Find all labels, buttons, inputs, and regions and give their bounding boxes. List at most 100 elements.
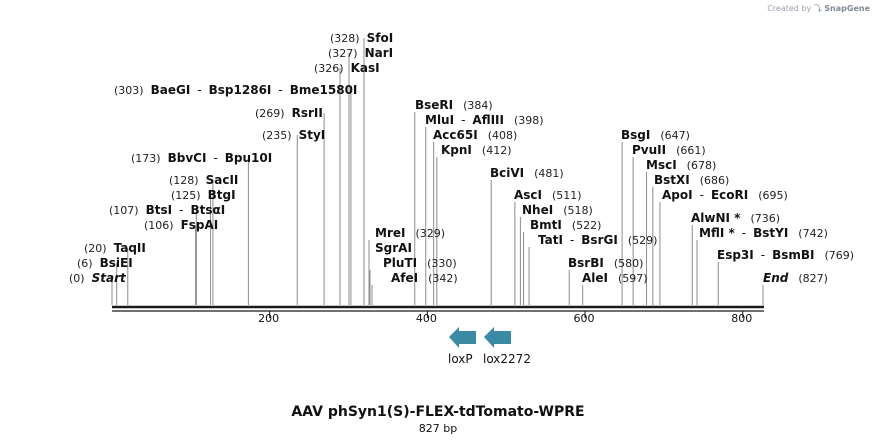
- site-label-afei: AfeI (342): [391, 271, 458, 285]
- site-rsrii-part-0: (269): [255, 107, 285, 120]
- features: loxP lox2272: [448, 327, 531, 366]
- site-label-styi: (235) StyI: [262, 128, 325, 142]
- site-label-bbvci: (173) BbvCI - Bpu10I: [131, 151, 272, 165]
- site-mlui-part-3: (398): [514, 114, 544, 127]
- site-acc65i-part-1: (408): [488, 129, 518, 142]
- site-label-sfoi: (328) SfoI: [330, 31, 393, 45]
- site-styi-part-0: (235): [262, 129, 292, 142]
- site-afei-part-1: (342): [428, 272, 458, 285]
- site-end-part-0: End: [763, 271, 789, 285]
- site-fspai-part-0: (106): [144, 219, 174, 232]
- site-fspai-part-1: FspAI: [181, 218, 219, 232]
- site-baegi-part-0: (303): [114, 84, 144, 97]
- site-tati-part-2: BsrGI: [581, 233, 618, 247]
- site-msci-part-1: (678): [687, 159, 717, 172]
- site-apoi-part-2: EcoRI: [711, 188, 748, 202]
- site-bcivi-part-1: (481): [534, 167, 564, 180]
- site-apoi-part-1: -: [700, 188, 704, 202]
- site-mrei-part-0: MreI: [375, 226, 405, 240]
- site-btgi-part-0: (125): [171, 189, 201, 202]
- site-kasi-part-0: (326): [314, 62, 344, 75]
- site-mlui-part-1: -: [461, 113, 465, 127]
- site-label-apoi: ApoI - EcoRI (695): [662, 188, 788, 202]
- site-alei-part-0: AleI: [582, 271, 608, 285]
- site-baegi-part-1: BaeGI: [151, 83, 191, 97]
- site-label-tati: TatI - BsrGI (529): [538, 233, 657, 247]
- site-label-mrei: MreI (329): [375, 226, 445, 240]
- site-mlui-part-2: AflIII: [472, 113, 504, 127]
- feature-arrow-loxp[interactable]: [449, 327, 476, 348]
- tick-label-200: 200: [258, 312, 279, 325]
- site-bbvci-part-0: (173): [131, 152, 161, 165]
- site-mlui-part-0: MluI: [425, 113, 454, 127]
- site-label-kpni: KpnI (412): [441, 143, 512, 157]
- site-pluti-part-1: (330): [427, 257, 457, 270]
- site-nhei-part-0: NheI: [522, 203, 553, 217]
- site-label-pluti: PluTI (330): [383, 256, 457, 270]
- site-mfli-part-1: -: [742, 226, 746, 240]
- site-esp3i-part-2: BsmBI: [772, 248, 814, 262]
- site-start-part-1: Start: [92, 271, 127, 285]
- site-esp3i-part-0: Esp3I: [717, 248, 754, 262]
- site-label-sgrai: SgrAI: [375, 241, 412, 255]
- site-baegi-part-4: -: [278, 83, 282, 97]
- site-end-part-1: (827): [798, 272, 828, 285]
- site-start-part-0: (0): [69, 272, 85, 285]
- site-bmti-part-0: BmtI: [530, 218, 562, 232]
- site-mfli-part-2: BstYI: [753, 226, 788, 240]
- site-sgrai-part-0: SgrAI: [375, 241, 412, 255]
- site-asci-part-0: AscI: [514, 188, 542, 202]
- site-tati-part-1: -: [570, 233, 574, 247]
- site-mrei-part-1: (329): [415, 227, 445, 240]
- site-label-end: End (827): [763, 271, 828, 285]
- site-sfoi-part-1: SfoI: [367, 31, 394, 45]
- site-label-bseri: BseRI (384): [415, 98, 493, 112]
- site-bsrbi-part-0: BsrBI: [568, 256, 604, 270]
- site-label-bsrbi: BsrBI (580): [568, 256, 643, 270]
- credit-brand: SnapGene: [824, 4, 870, 13]
- site-tati-part-0: TatI: [538, 233, 563, 247]
- site-bsiei-part-1: BsiEI: [100, 256, 133, 270]
- site-mfli-part-0: MflI *: [699, 226, 735, 240]
- map-length: 827 bp: [418, 422, 458, 435]
- tick-label-800: 800: [731, 312, 752, 325]
- site-label-btgi: (125) BtgI: [171, 188, 236, 202]
- site-label-bcivi: BciVI (481): [490, 166, 564, 180]
- site-sacii-part-1: SacII: [206, 173, 239, 187]
- site-sacii-part-0: (128): [169, 174, 199, 187]
- site-bsrbi-part-1: (580): [614, 257, 644, 270]
- site-label-bsgi: BsgI (647): [621, 128, 690, 142]
- site-label-msci: MscI (678): [646, 158, 716, 172]
- site-tati-part-3: (529): [628, 234, 658, 247]
- site-alwni-part-0: AlwNI *: [691, 211, 741, 225]
- site-bmti-part-1: (522): [572, 219, 602, 232]
- site-taqii-part-0: (20): [84, 242, 107, 255]
- site-bbvci-part-2: -: [213, 151, 217, 165]
- site-label-kasi: (326) KasI: [314, 61, 380, 75]
- site-btsi-part-0: (107): [109, 204, 139, 217]
- feature-arrow-lox2272[interactable]: [484, 327, 511, 348]
- site-mfli-part-3: (742): [798, 227, 828, 240]
- site-label-btsi: (107) BtsI - BtsαI: [109, 203, 225, 217]
- site-nhei-part-1: (518): [563, 204, 593, 217]
- tick-label-400: 400: [416, 312, 437, 325]
- site-apoi-part-3: (695): [758, 189, 788, 202]
- site-label-mfli: MflI * - BstYI (742): [699, 226, 828, 240]
- credit-prefix: Created by: [767, 4, 812, 13]
- tick-label-600: 600: [574, 312, 595, 325]
- site-alwni-part-1: (736): [750, 212, 780, 225]
- site-apoi-part-0: ApoI: [662, 188, 693, 202]
- site-baegi-part-5: Bme1580I: [290, 83, 358, 97]
- site-bcivi-part-0: BciVI: [490, 166, 524, 180]
- site-bsgi-part-0: BsgI: [621, 128, 650, 142]
- site-bseri-part-0: BseRI: [415, 98, 453, 112]
- site-label-sacii: (128) SacII: [169, 173, 238, 187]
- site-bbvci-part-3: Bpu10I: [225, 151, 272, 165]
- site-label-rsrii: (269) RsrII: [255, 106, 323, 120]
- site-asci-part-1: (511): [552, 189, 582, 202]
- site-acc65i-part-0: Acc65I: [433, 128, 478, 142]
- site-label-acc65i: Acc65I (408): [433, 128, 517, 142]
- site-pvuii-part-0: PvuII: [632, 143, 666, 157]
- snapgene-logo-icon: ⤵: [813, 4, 822, 13]
- site-label-baegi: (303) BaeGI - Bsp1286I - Bme1580I: [114, 83, 357, 97]
